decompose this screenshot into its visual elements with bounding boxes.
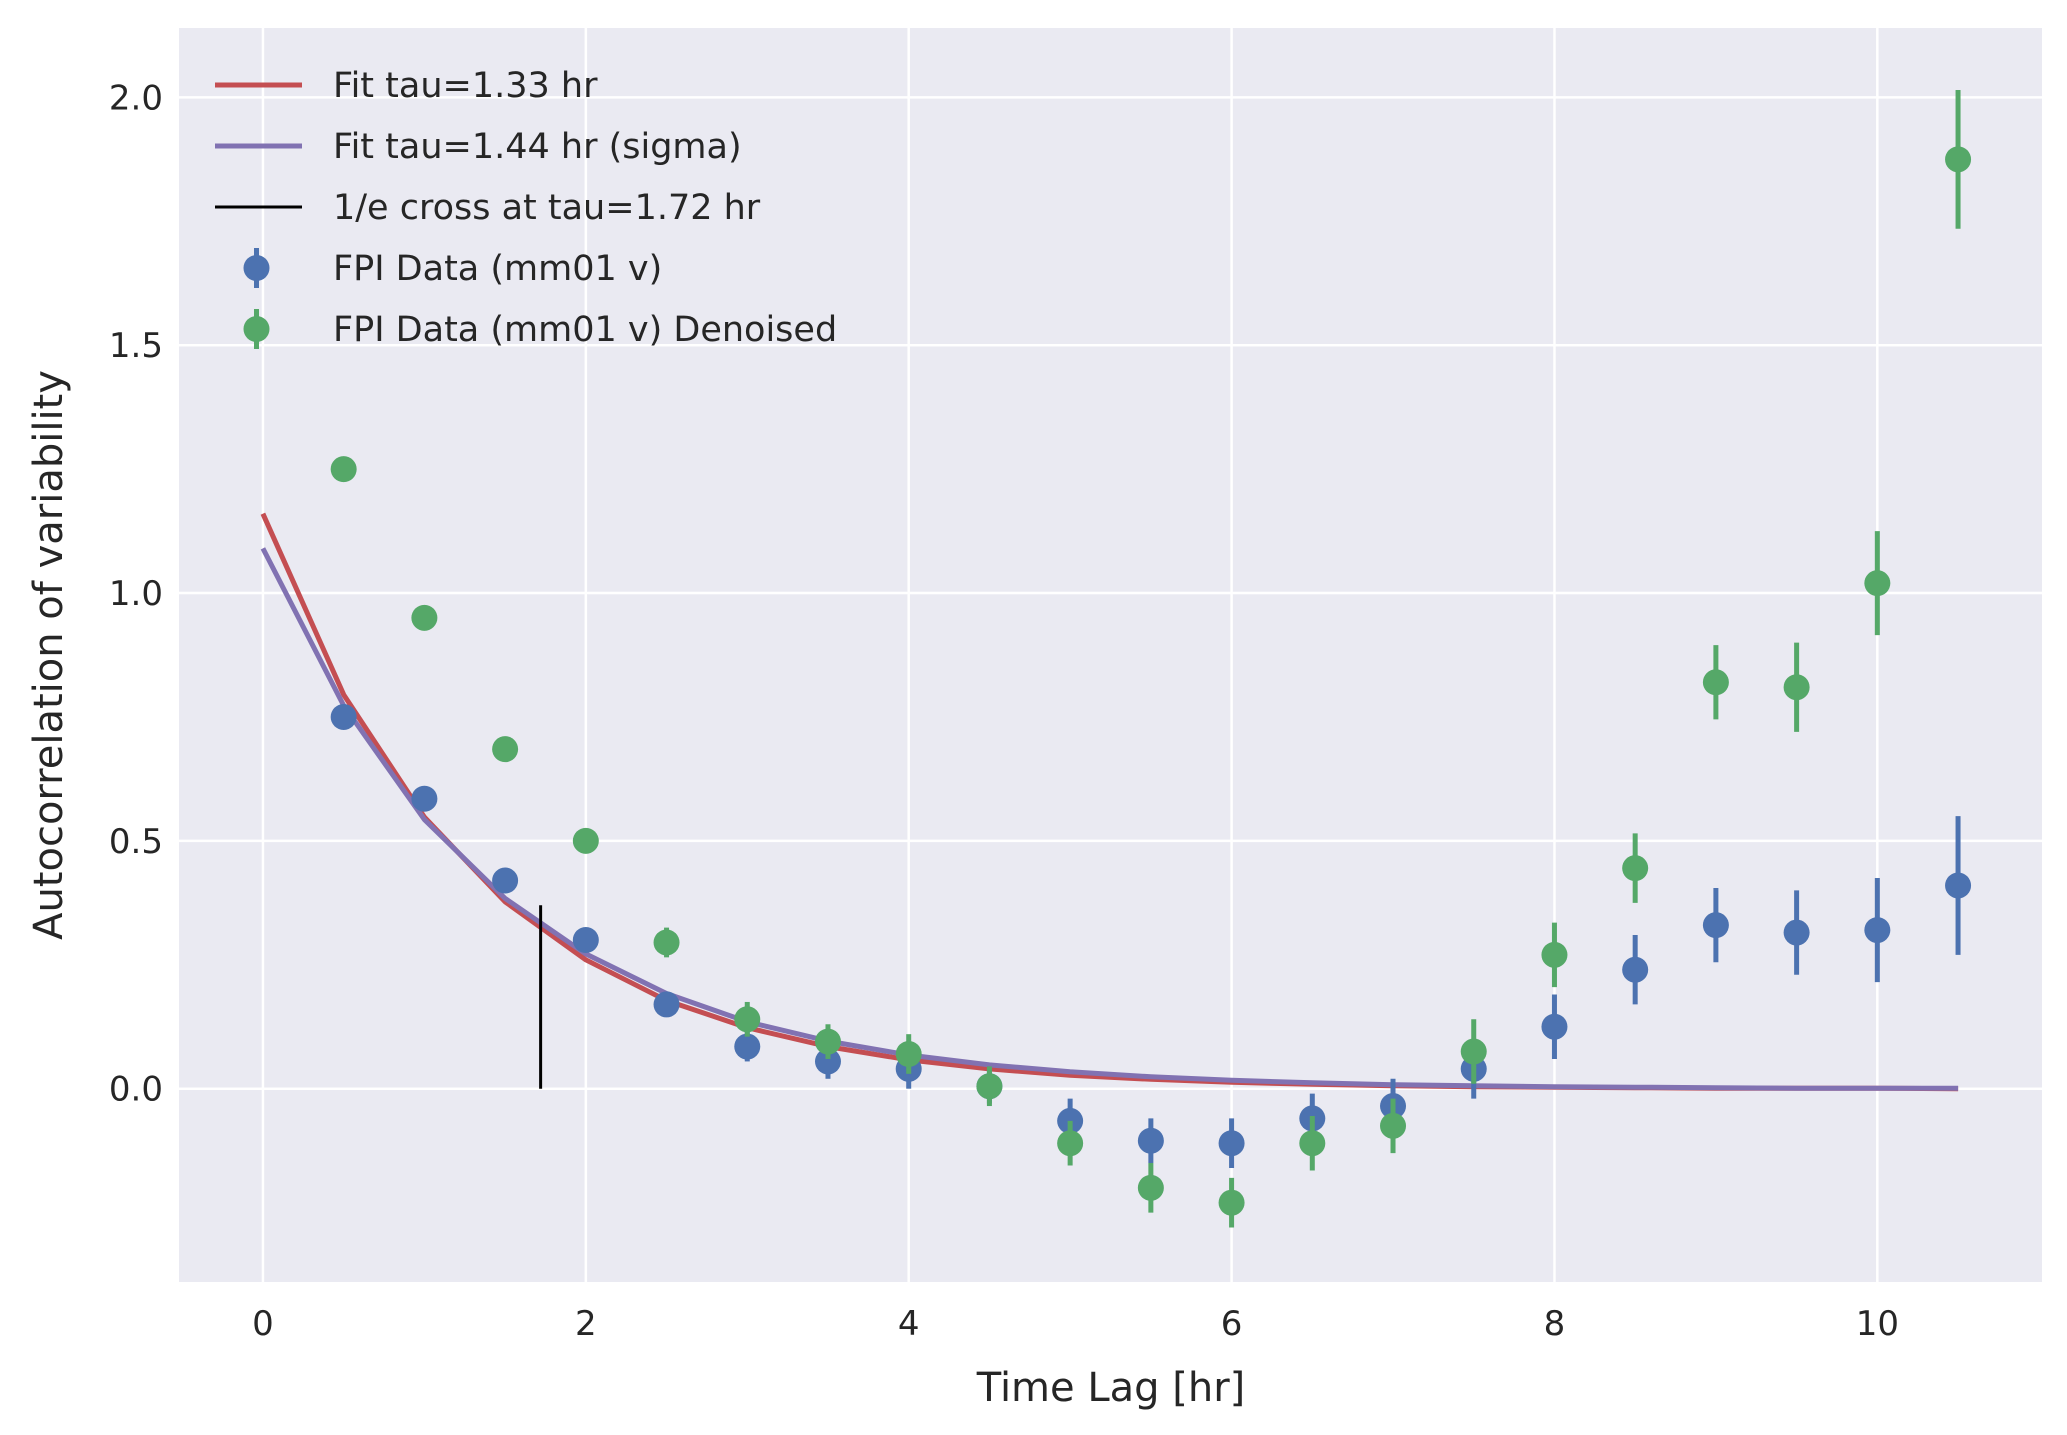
data-point (1945, 146, 1972, 173)
data-point (1702, 912, 1729, 939)
data-point (1945, 872, 1972, 899)
legend-symbol (243, 248, 270, 288)
data-point (1299, 1130, 1326, 1157)
y-tick-labels: 0.0 0.5 1.0 1.5 2.0 (109, 78, 163, 1109)
data-point (1622, 956, 1649, 983)
data-point (1783, 919, 1810, 946)
data-point (1541, 941, 1568, 968)
x-tick-label: 8 (1544, 1304, 1566, 1344)
data-point (572, 927, 599, 953)
y-tick-label: 1.5 (109, 326, 163, 366)
data-point (1218, 1130, 1245, 1157)
legend-label: FPI Data (mm01 v) Denoised (333, 310, 837, 350)
data-point (1864, 570, 1891, 597)
data-point (1057, 1130, 1084, 1157)
data-point (411, 604, 438, 631)
y-tick-label: 0.0 (109, 1070, 163, 1110)
data-point (411, 785, 438, 812)
data-point (1864, 917, 1891, 944)
x-tick-label: 0 (252, 1304, 274, 1344)
y-axis-label: Autocorrelation of variability (26, 370, 72, 940)
data-point (1541, 1013, 1568, 1040)
data-point (1622, 855, 1649, 882)
data-point (330, 456, 357, 483)
data-point (492, 867, 519, 894)
x-tick-labels: 0 2 4 6 8 10 (252, 1304, 1899, 1344)
data-point (492, 736, 519, 763)
data-point (814, 1048, 841, 1075)
data-point (814, 1028, 841, 1055)
x-tick-label: 4 (898, 1304, 920, 1344)
data-point (1783, 674, 1810, 701)
data-point (734, 1033, 761, 1060)
data-point (1137, 1174, 1164, 1201)
fit-lines (260, 512, 1959, 1092)
data-point (734, 1006, 761, 1033)
data-point (895, 1041, 922, 1067)
data-point (1380, 1112, 1407, 1139)
legend-label: 1/e cross at tau=1.72 hr (333, 188, 761, 228)
data-point (330, 703, 357, 730)
y-tick-label: 2.0 (109, 78, 163, 118)
data-point (653, 929, 680, 956)
legend-symbol (243, 309, 270, 349)
legend: Fit tau=1.33 hr Fit tau=1.44 hr (sigma) 1/… (215, 66, 837, 350)
legend-label: Fit tau=1.33 hr (333, 66, 598, 106)
legend-label: Fit tau=1.44 hr (sigma) (333, 127, 742, 167)
y-tick-label: 1.0 (109, 574, 163, 614)
x-tick-label: 2 (575, 1304, 597, 1344)
data-point (1218, 1189, 1245, 1216)
data-point (1702, 669, 1729, 696)
x-tick-label: 10 (1856, 1304, 1899, 1344)
data-points (330, 89, 1972, 1228)
y-tick-label: 0.5 (109, 822, 163, 862)
legend-label: FPI Data (mm01 v) (333, 249, 662, 289)
data-point (1137, 1127, 1164, 1154)
x-tick-label: 6 (1221, 1304, 1243, 1344)
data-point (1460, 1038, 1487, 1065)
grid-lines (179, 28, 2042, 1282)
x-axis-label: Time Lag [hr] (976, 1365, 1246, 1411)
fit-line (260, 547, 1959, 1091)
data-point (976, 1073, 1003, 1100)
data-point (653, 991, 680, 1018)
data-point (572, 827, 599, 854)
